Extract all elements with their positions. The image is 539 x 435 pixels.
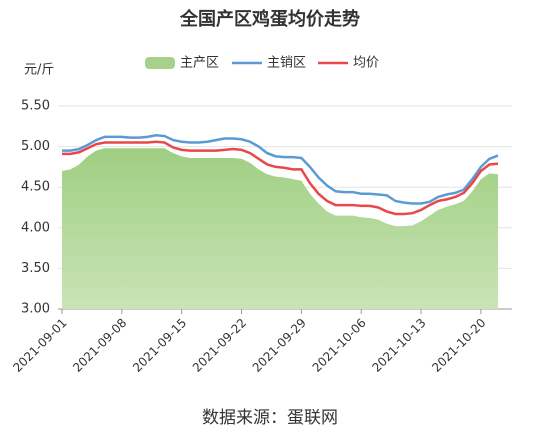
x-tick-label: 2021-10-06	[310, 316, 369, 375]
legend-swatch	[145, 57, 175, 69]
area	[62, 148, 498, 309]
legend-label: 均价	[353, 56, 379, 71]
x-tick-label: 2021-09-29	[250, 316, 309, 375]
y-tick-label: 3.50	[21, 261, 50, 276]
x-tick-label: 2021-09-08	[70, 316, 129, 375]
chart-title: 全国产区鸡蛋均价走势	[179, 8, 360, 30]
y-tick-label: 4.00	[21, 220, 50, 235]
y-tick-label: 5.50	[21, 99, 50, 114]
x-tick-label: 2021-10-20	[429, 316, 488, 375]
legend-label: 主产区	[180, 56, 219, 71]
y-tick-label: 4.50	[21, 180, 50, 195]
x-tick-label: 2021-10-13	[369, 316, 428, 375]
line	[62, 140, 499, 216]
y-unit: 元/斤	[24, 63, 54, 78]
x-tick-label: 2021-09-22	[190, 316, 249, 375]
line	[62, 133, 499, 205]
source: 数据来源：蛋联网	[202, 408, 338, 428]
y-tick-label: 3.00	[21, 302, 50, 317]
y-tick-label: 5.00	[21, 139, 50, 154]
x-tick-label: 2021-09-01	[10, 316, 69, 375]
legend-label: 主销区	[267, 56, 306, 71]
x-tick-label: 2021-09-15	[130, 316, 189, 375]
